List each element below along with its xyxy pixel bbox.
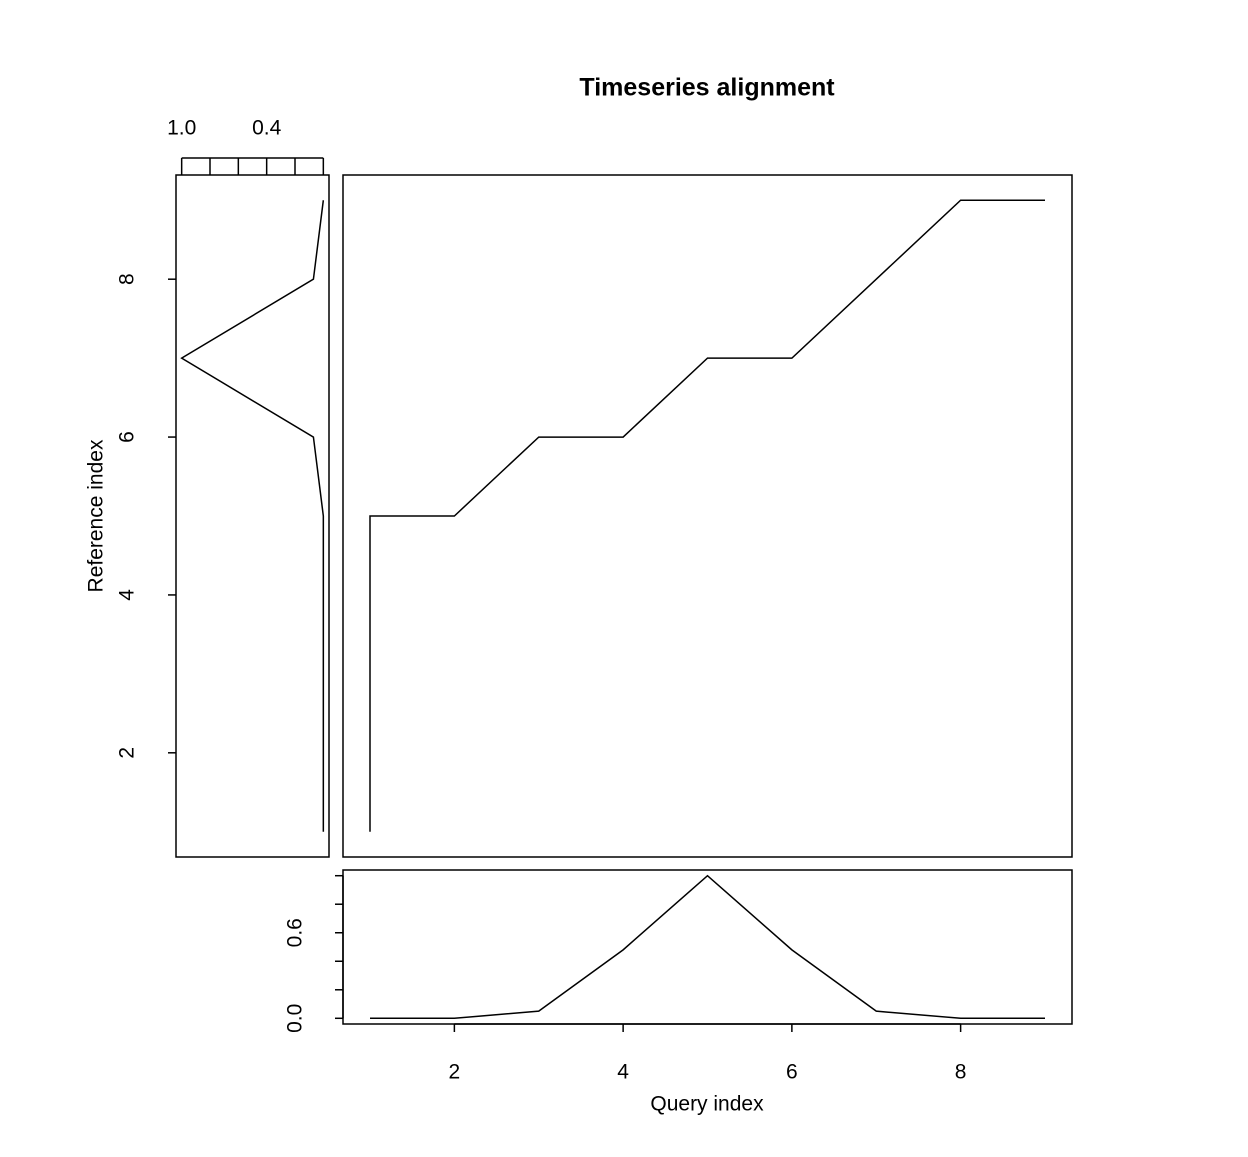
reference-frame — [175, 174, 330, 858]
y-tick-label: 6 — [116, 431, 139, 443]
series-line — [180, 200, 325, 832]
x-tick-label: 6 — [786, 1061, 798, 1084]
y-tick-label: 0.0 — [284, 1004, 307, 1033]
y-tick-label: 0.6 — [284, 918, 307, 947]
x-axis-label: Query index — [650, 1093, 764, 1116]
x-tick-label: 1.0 — [167, 117, 196, 140]
x-tick-label: 0.4 — [252, 117, 282, 140]
x-tick-label: 2 — [449, 1061, 461, 1084]
y-axis-label: Reference index — [85, 439, 108, 592]
x-tick-label: 4 — [617, 1061, 629, 1084]
main-frame — [342, 174, 1073, 858]
y-tick-label: 2 — [116, 747, 139, 759]
chart-title: Timeseries alignment — [579, 74, 835, 102]
y-tick-label: 8 — [116, 273, 139, 285]
y-tick-label: 4 — [116, 589, 139, 601]
x-tick-label: 8 — [955, 1061, 967, 1084]
series-line — [370, 874, 1045, 1020]
series-line — [369, 199, 1045, 832]
